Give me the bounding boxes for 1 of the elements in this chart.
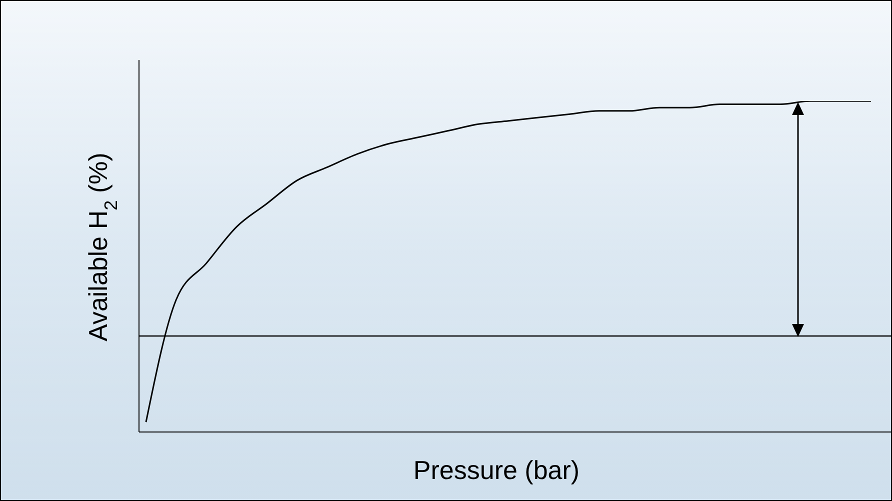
x-axis-title: Pressure (bar) xyxy=(413,455,580,485)
